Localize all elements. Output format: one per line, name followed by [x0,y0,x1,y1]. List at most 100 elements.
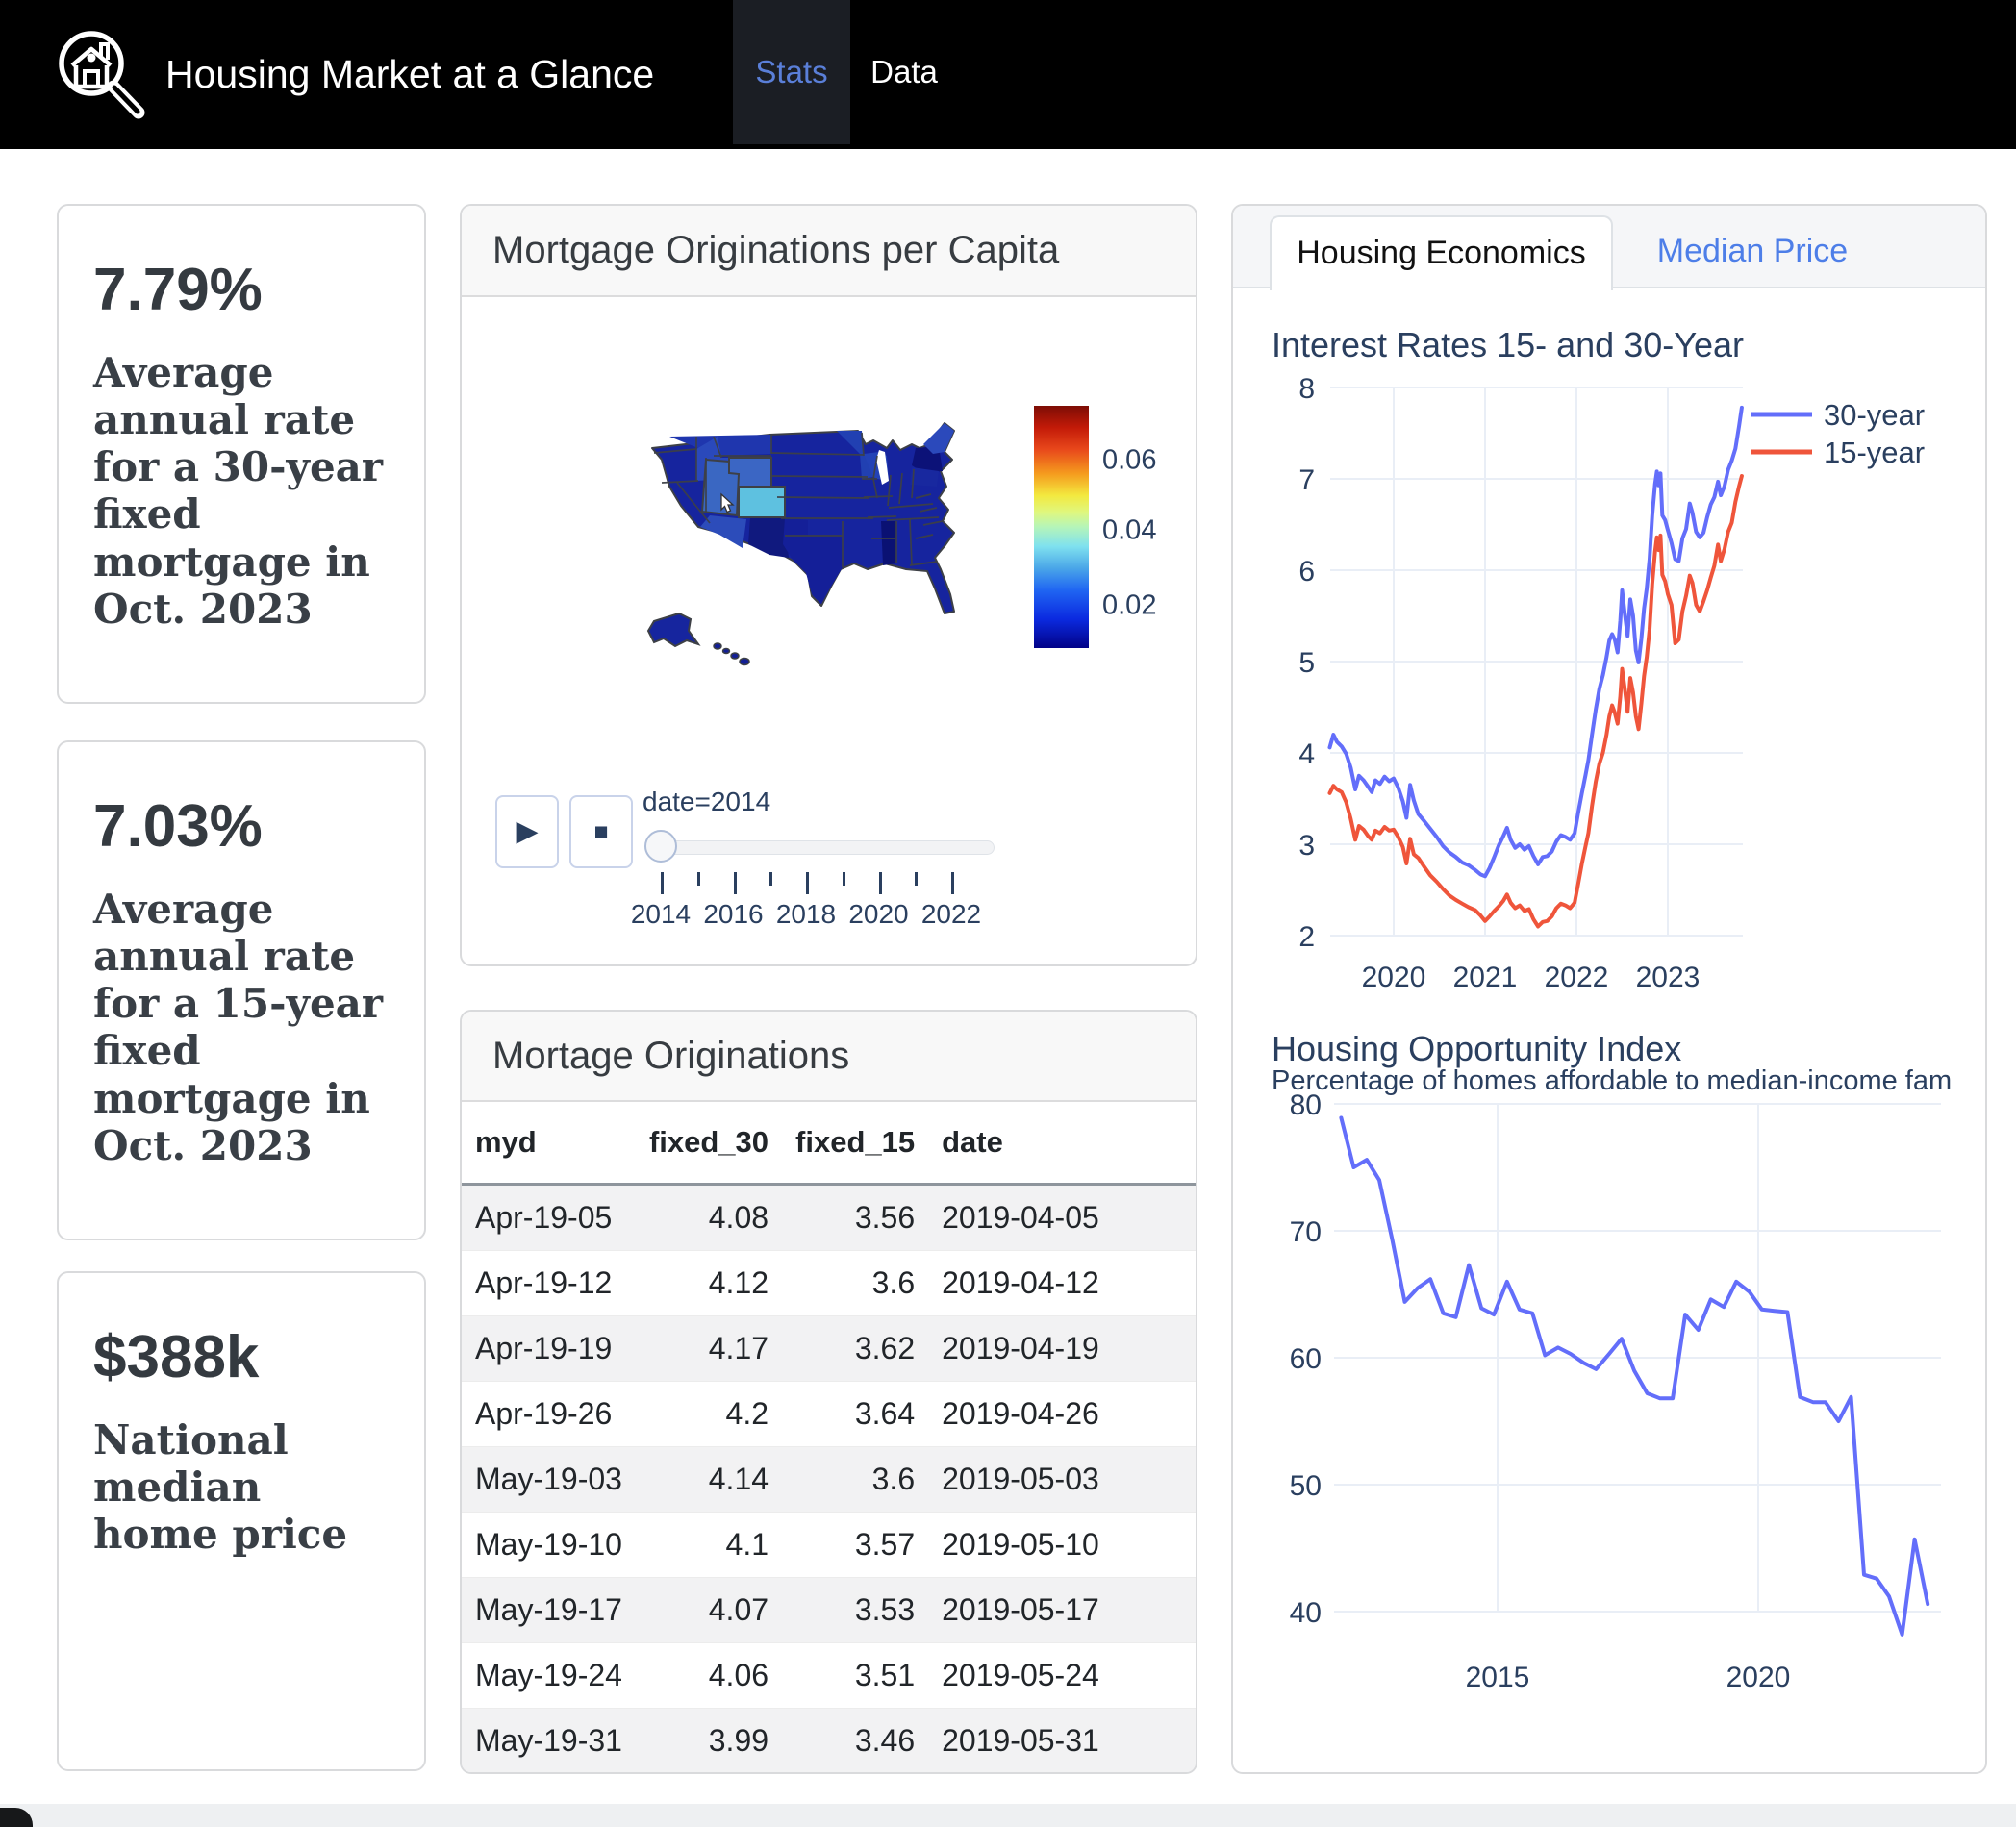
y-tick-label: 80 [1290,1089,1322,1121]
map-card: Mortgage Originations per Capita [460,204,1197,966]
table-row: Apr-19-05 4.08 3.56 2019-04-05 [462,1184,1196,1251]
slider-tick [661,872,664,894]
stat-description: National median home price [93,1416,348,1559]
slider-tick [842,872,845,886]
us-choropleth-map[interactable] [606,398,1010,687]
table-cell: 3.6 [871,1462,916,1496]
y-tick-label: 3 [1298,830,1315,862]
stat-value: 7.79% [93,257,263,323]
table-row: Jun-19-073.823.282019-06-07 [462,1774,1196,1775]
footer-band [0,1804,2016,1827]
date-slider-handle[interactable] [644,830,677,863]
colorbar-gradient [1034,406,1089,648]
table-cell: 3.53 [854,1592,916,1627]
table-cell: Apr-19-05 [475,1200,613,1235]
table-cell: May-19-17 [475,1592,622,1627]
slider-tick-label: 2022 [920,899,982,929]
table-cell: 2019-06-07 [928,1774,1196,1775]
y-tick-label: 7 [1298,464,1315,496]
slider-tick [915,872,919,886]
column-header-date: date [928,1102,1196,1186]
table-cell: 2019-05-31 [942,1723,1099,1758]
table-cell: 2019-05-03 [942,1462,1099,1496]
x-tick-label: 2022 [1545,962,1609,993]
slider-tick-label: 2014 [630,899,692,929]
app-title: Housing Market at a Glance [165,52,655,96]
stop-icon: ■ [593,818,609,845]
table-cell: 3.62 [854,1331,916,1365]
table-cell: 3.51 [854,1658,916,1692]
table-cell: 2019-04-26 [942,1396,1099,1431]
hoi-chart-subtitle: Percentage of homes affordable to median… [1272,1065,1953,1096]
table-cell: 4.1 [725,1527,769,1562]
table-header-row: myd fixed_30 fixed_15 date [462,1102,1196,1186]
nav-tab-stats[interactable]: Stats [733,0,850,144]
table-cell: 4.12 [708,1265,769,1300]
x-tick-label: 2020 [1726,1662,1791,1693]
alaska-shape [646,612,701,648]
table-cell: 4.06 [708,1658,769,1692]
stat-value: 7.03% [93,793,263,860]
table-cell: Jun-19-07 [462,1774,636,1775]
mouse-cursor [720,492,735,513]
play-icon: ▶ [516,815,539,847]
table-cell: 4.07 [708,1592,769,1627]
series-line-15-year [1327,474,1744,929]
y-tick-label: 6 [1298,556,1315,588]
slider-tick-label: 2020 [848,899,909,929]
table-cell: 3.99 [708,1723,769,1758]
table-cell: 3.6 [871,1265,916,1300]
y-tick-label: 8 [1298,373,1315,405]
date-slider-track[interactable] [661,840,995,855]
series-line-HOI [1339,1115,1930,1637]
table-row: May-19-31 3.99 3.46 2019-05-31 [462,1708,1196,1772]
colorbar-label: 0.06 [1102,444,1157,476]
table-cell: 3.28 [782,1774,928,1775]
housing-opportunity-chart[interactable]: 40 50 60 70 80 2015 2020 [1233,1014,1987,1773]
footer-corner-shape [0,1808,33,1827]
hawaii-shape [713,642,750,666]
tab-median-price[interactable]: Median Price [1656,233,1849,269]
table-cell: 4.2 [725,1396,769,1431]
stat-description: Average annual rate for a 30-year fixed … [93,349,384,633]
nav-tab-data[interactable]: Data [870,54,938,89]
table-row: May-19-24 4.06 3.51 2019-05-24 [462,1642,1196,1709]
tab-housing-economics[interactable]: Housing Economics [1270,215,1613,290]
y-tick-label: 70 [1290,1216,1322,1248]
mortgage-table-card: Mortage Originations myd fixed_30 fixed_… [460,1010,1197,1774]
table-cell: 2019-05-24 [942,1658,1099,1692]
stop-button[interactable]: ■ [569,795,633,868]
table-cell: 3.82 [636,1774,782,1775]
table-row: Apr-19-12 4.12 3.6 2019-04-12 [462,1250,1196,1316]
charts-panel: Housing Economics Median Price Interest … [1231,204,1987,1774]
table-row: Apr-19-26 4.2 3.64 2019-04-26 [462,1381,1196,1447]
table-cell: 2019-04-12 [942,1265,1099,1300]
table-cell: May-19-03 [475,1462,622,1496]
table-cell: 2019-04-19 [942,1331,1099,1365]
slider-current-value: date=2014 [643,787,771,816]
slider-tick [878,872,882,894]
y-tick-label: 2 [1298,921,1315,953]
table-cell: May-19-31 [475,1723,622,1758]
slider-tick [951,872,954,894]
table-cell: Apr-19-26 [475,1396,613,1431]
table-cell: 3.56 [854,1200,916,1235]
x-tick-label: 2015 [1466,1662,1530,1693]
y-tick-label: 50 [1290,1470,1322,1502]
table-cell: Apr-19-12 [475,1265,613,1300]
house-magnifier-logo-icon [59,31,145,119]
table-cell: 4.14 [708,1462,769,1496]
mortgage-originations-table: myd fixed_30 fixed_15 date Apr-19-05 4.08… [462,1102,1196,1775]
stat-card-median-price: $388k National median home price [57,1271,426,1771]
play-button[interactable]: ▶ [495,795,559,868]
colorbar-label: 0.02 [1102,589,1157,621]
interest-rates-chart[interactable]: 2 3 4 5 6 7 8 2020 2021 2022 2023 30-year 15-year [1233,321,1987,1023]
interest-chart-title: Interest Rates 15- and 30-Year [1272,325,1744,364]
table-cell: 2019-04-05 [942,1200,1099,1235]
colorbar-label: 0.04 [1102,514,1157,546]
slider-tick [806,872,809,894]
column-header-fixed30: fixed_30 [635,1102,783,1186]
table-cell: 3.57 [854,1527,916,1562]
table-row: May-19-03 4.14 3.6 2019-05-03 [462,1446,1196,1513]
